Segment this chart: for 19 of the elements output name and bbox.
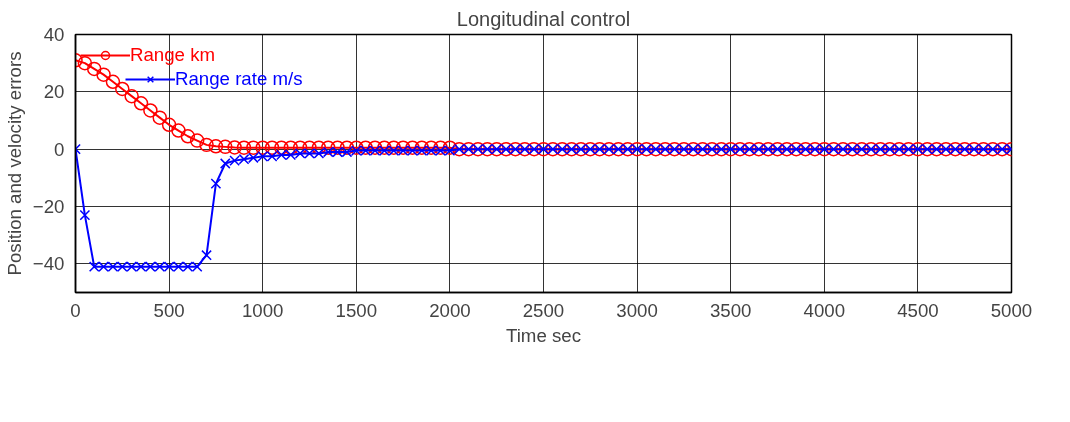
x-tick-label: 2000 — [429, 299, 471, 321]
y-tick-label: 40 — [43, 24, 65, 45]
x-tick-label: 3500 — [709, 299, 752, 321]
x-tick-label: 1500 — [335, 299, 378, 321]
x-tick-label: 2500 — [522, 299, 565, 321]
y-tick-label: −40 — [32, 253, 65, 275]
y-tick-label: 0 — [54, 138, 65, 160]
y-tick-label: 20 — [43, 81, 65, 103]
x-tick-label: 3000 — [616, 299, 658, 321]
x-tick-label: 5000 — [990, 299, 1033, 321]
x-axis-title: Time sec — [506, 324, 581, 346]
y-tick-label: −20 — [32, 196, 65, 217]
chart-title: Longitudinal control — [456, 7, 631, 30]
x-tick-label: 0 — [70, 299, 81, 321]
x-tick-label: 4500 — [897, 299, 939, 321]
x-tick-label: 4000 — [803, 299, 846, 321]
y-axis-title: Position and velocity errors — [3, 51, 25, 276]
x-tick-label: 500 — [153, 299, 185, 321]
x-tick-label: 1000 — [241, 299, 284, 321]
